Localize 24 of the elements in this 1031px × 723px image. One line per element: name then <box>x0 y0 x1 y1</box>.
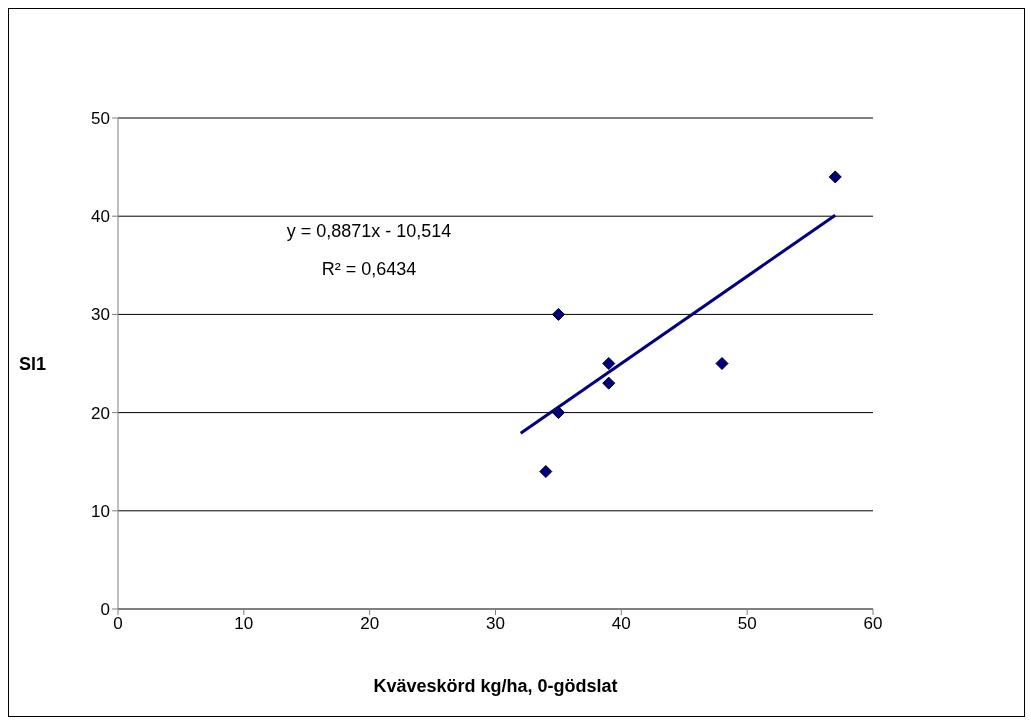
annotation: R² = 0,6434 <box>320 259 418 280</box>
y-tick-label: 0 <box>100 600 110 620</box>
x-axis-title: Kväveskörd kg/ha, 0-gödslat <box>372 676 619 697</box>
x-tick-label: 30 <box>486 614 505 634</box>
point <box>602 376 616 390</box>
x-tick-label: 50 <box>737 614 757 634</box>
point <box>551 406 565 420</box>
y-axis-title: Sl1 <box>19 354 47 375</box>
x-tick-label: 40 <box>611 614 631 634</box>
x-tick-label: 60 <box>863 614 883 634</box>
x-tick-label: 20 <box>360 614 380 634</box>
point <box>828 170 842 184</box>
y-tick-label: 30 <box>91 305 110 325</box>
y-tick-label: 20 <box>91 403 110 423</box>
annotation: y = 0,8871x - 10,514 <box>285 221 453 242</box>
x-tick-label: 10 <box>234 614 254 634</box>
x-tick-label: 0 <box>113 614 123 634</box>
y-tick-label: 50 <box>91 109 110 129</box>
y-tick-label: 10 <box>91 501 110 521</box>
y-tick-label: 40 <box>91 207 110 227</box>
point <box>602 357 616 370</box>
point <box>715 357 729 370</box>
point <box>551 307 565 321</box>
point <box>539 465 553 479</box>
